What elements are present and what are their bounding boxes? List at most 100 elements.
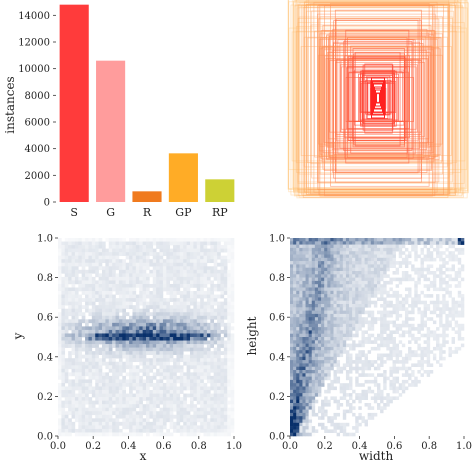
wh-heatmap-cell — [361, 264, 365, 268]
xy-heatmap-cell — [58, 294, 62, 299]
wh-heatmap-cell — [330, 327, 334, 331]
xy-heatmap-cell — [74, 326, 79, 331]
wh-heatmap-cell — [460, 294, 465, 298]
wh-heatmap-cell — [417, 238, 421, 242]
wh-heatmap-cell — [302, 399, 306, 404]
xy-heatmap-cell — [68, 280, 72, 285]
xy-heatmap-cell — [129, 262, 133, 267]
xy-heatmap-cell — [129, 319, 133, 324]
xy-heatmap-cell — [159, 294, 164, 299]
wh-heatmap-cell — [370, 284, 375, 288]
xy-heatmap-cell — [108, 287, 113, 292]
xy-heatmap-cell — [112, 418, 116, 423]
xy-heatmap-cell — [227, 386, 231, 391]
wh-heatmap-cell — [395, 313, 400, 318]
wh-heatmap-cell — [383, 376, 387, 381]
xy-heatmap-cell — [213, 255, 218, 260]
xy-heatmap-cell — [139, 386, 143, 391]
xy-heatmap-cell — [217, 280, 221, 285]
wh-heatmap-cell — [355, 356, 359, 361]
wh-heatmap-cell — [311, 317, 316, 321]
xy-heatmap-cell — [135, 340, 140, 345]
wh-heatmap-cell — [380, 247, 384, 252]
wh-heatmap-cell — [408, 350, 412, 354]
wh-heatmap-cell — [296, 389, 300, 394]
wh-heatmap-cell — [349, 290, 353, 295]
xy-heatmap-cell — [108, 390, 113, 394]
xy-heatmap-cell — [186, 329, 191, 334]
xy-heatmap-cell — [98, 375, 103, 380]
xy-heatmap-cell — [196, 276, 201, 281]
xy-heatmap-cell — [105, 375, 110, 380]
xy-heatmap-cell — [152, 319, 157, 324]
xy-heatmap-cell — [162, 351, 167, 355]
xy-heatmap-cell — [166, 333, 170, 338]
xy-heatmap-cell — [176, 351, 181, 355]
xy-heatmap-cell — [142, 347, 147, 352]
wh-heatmap-cell — [367, 363, 372, 367]
wh-heatmap-cell — [361, 333, 365, 338]
xy-heatmap-cell — [139, 379, 143, 384]
xy-heatmap-cell — [152, 315, 157, 320]
xy-heatmap-cell — [78, 259, 82, 264]
xy-heatmap-cell — [169, 255, 174, 260]
wh-heatmap-cell — [336, 241, 341, 245]
xy-heatmap-cell — [78, 252, 82, 256]
wh-heatmap-cell — [305, 241, 309, 245]
wh-heatmap-cell — [373, 294, 378, 298]
xy-heatmap-cell — [78, 248, 82, 253]
wh-heatmap-cell — [448, 238, 452, 242]
wh-heatmap-cell — [460, 264, 465, 268]
xy-heatmap-cell — [125, 262, 130, 267]
xy-heatmap-cell — [115, 365, 120, 370]
xy-heatmap-cell — [210, 238, 214, 242]
xy-heatmap-cell — [186, 358, 191, 363]
xy-heatmap-cell — [125, 340, 130, 345]
xy-heatmap-cell — [58, 344, 62, 348]
xy-heatmap-cell — [132, 312, 137, 317]
xy-heatmap-cell — [91, 276, 96, 281]
wh-heatmap-cell — [349, 370, 353, 374]
xy-heatmap-cell — [210, 301, 214, 306]
wh-heatmap-cell — [451, 238, 455, 242]
xy-heatmap-cell — [179, 266, 184, 271]
wh-heatmap-cell — [327, 350, 331, 354]
xy-heatmap-cell — [68, 298, 72, 302]
wh-heatmap-cell — [457, 284, 462, 288]
xy-heatmap-cell — [81, 259, 86, 264]
wh-heatmap-cell — [370, 241, 375, 245]
wh-heatmap-cell — [293, 267, 297, 272]
xy-heatmap-cell — [78, 354, 82, 359]
wh-heatmap-cell — [398, 251, 403, 255]
wh-heatmap-cell — [423, 300, 428, 305]
wh-heatmap-cell — [404, 317, 409, 321]
xy-heatmap-cell — [227, 390, 231, 394]
wh-heatmap-cell — [377, 383, 381, 387]
xy-heatmap-cell — [71, 266, 76, 271]
wh-heatmap-cell — [339, 313, 344, 318]
xy-heatmap-cell — [122, 287, 126, 292]
wh-heatmap-cell — [439, 251, 443, 255]
xy-heatmap-cell — [183, 425, 187, 430]
wh-heatmap-cell — [367, 373, 372, 377]
xy-heatmap-cell — [227, 238, 231, 242]
xy-heatmap-cell — [108, 241, 113, 246]
wh-heatmap-cell — [330, 254, 334, 259]
wh-heatmap-cell — [317, 238, 322, 242]
wh-heatmap-cell — [321, 238, 325, 242]
wh-heatmap-cell — [355, 277, 359, 282]
wh-heatmap-cell — [324, 280, 328, 285]
xy-heatmap-cell — [230, 411, 235, 416]
wh-heatmap-cell — [327, 416, 331, 420]
xy-heatmap-cell — [135, 280, 140, 285]
xy-heatmap-cell — [179, 255, 184, 260]
wh-heatmap-cell — [370, 416, 375, 420]
wh-heatmap-cell — [333, 396, 337, 400]
wh-heatmap-cell — [383, 287, 387, 292]
wh-heatmap-cell — [333, 280, 337, 285]
xy-heatmap-cell — [68, 418, 72, 423]
xy-heatmap-cell — [108, 280, 113, 285]
xy-heatmap-cell — [91, 432, 96, 437]
anchor-box-outline — [298, 6, 464, 198]
wh-heatmap-cell — [317, 422, 322, 427]
